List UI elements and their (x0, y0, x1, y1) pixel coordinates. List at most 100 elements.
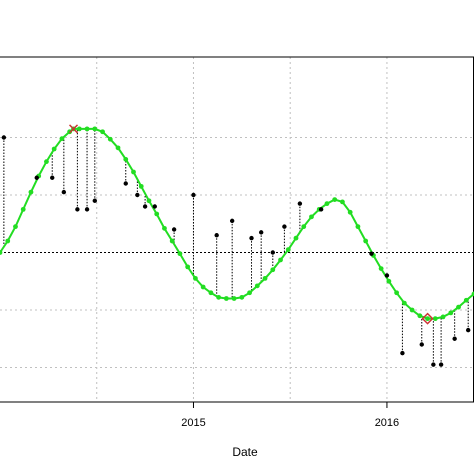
x-tick-label: 2016 (375, 417, 399, 429)
fitted-point (169, 238, 175, 244)
observed-point (84, 207, 90, 212)
grid-lines (0, 57, 474, 402)
fitted-point (239, 294, 245, 300)
observed-point (465, 327, 471, 333)
fitted-point (401, 300, 407, 306)
observed-point (75, 207, 80, 212)
fitted-point (231, 296, 237, 301)
observed-point (92, 198, 98, 203)
maximum-marker-stroke (68, 124, 79, 134)
residual-segments (3, 128, 469, 365)
fitted-point (432, 316, 438, 322)
maximum-marker (68, 124, 79, 134)
fitted-point (216, 294, 222, 300)
fitted-point (347, 209, 353, 215)
extreme-markers (68, 124, 434, 325)
fitted-point (123, 156, 129, 162)
observed-point (171, 227, 177, 232)
fitted-point (100, 129, 105, 135)
fitted-point (340, 199, 345, 205)
observed-point (34, 175, 39, 180)
fitted-point (262, 275, 268, 281)
fitted-point (84, 126, 90, 132)
fitted-point (332, 197, 338, 203)
fitted-point (386, 278, 392, 284)
observed-point (438, 362, 444, 367)
fitted-point (5, 238, 11, 244)
observed-point (282, 224, 287, 229)
observed-point (229, 218, 235, 224)
fitted-point (193, 275, 198, 281)
fitted-point (20, 206, 26, 212)
fitted-point (394, 290, 400, 296)
fitted-point (92, 126, 98, 132)
fitted-point (59, 136, 65, 142)
fitted-point (309, 214, 314, 220)
fitted-point (247, 290, 252, 296)
plot-frame (0, 56, 474, 403)
observed-point (249, 235, 254, 241)
observed-point (419, 342, 424, 347)
fitted-point (223, 296, 229, 301)
fitted-point (285, 247, 291, 253)
fitted-point (44, 159, 49, 165)
observed-point (50, 175, 55, 180)
fitted-point (293, 235, 299, 241)
fitted-point (471, 291, 474, 297)
x-tick-label: 2015 (181, 417, 205, 429)
fitted-point (378, 266, 384, 271)
fitted-point (440, 314, 446, 320)
fitted-point (200, 284, 206, 290)
observed-point (431, 362, 436, 367)
fitted-point (13, 224, 18, 230)
fitted-line (0, 127, 474, 320)
observed-point (369, 251, 374, 256)
fitted-point (154, 211, 160, 217)
observed-point (61, 189, 67, 195)
x-axis-title: Date (232, 445, 258, 459)
fitted-point (301, 224, 307, 230)
fitted-point (254, 283, 260, 289)
fitted-point (28, 189, 34, 195)
observed-point (452, 336, 457, 341)
observed-point (318, 207, 324, 212)
observed-point (191, 192, 196, 198)
fitted-point (51, 146, 57, 152)
fitted-point (409, 307, 415, 313)
fitted-point (131, 169, 136, 175)
observed-point (123, 181, 128, 186)
fitted-point (417, 313, 423, 319)
fitted-point (425, 316, 430, 322)
fitted-point (463, 297, 469, 303)
fitted-point (177, 251, 183, 257)
observed-point (1, 135, 7, 140)
observed-point (384, 273, 390, 278)
fitted-point (185, 264, 191, 270)
observed-point (152, 204, 157, 209)
fitted-point (107, 136, 113, 142)
fitted-point (76, 126, 82, 132)
fitted-point (355, 224, 361, 230)
fitted-point (162, 225, 167, 231)
observed-series (1, 135, 471, 367)
fitted-point (138, 183, 144, 189)
fitted-point (146, 198, 152, 204)
observed-point (297, 201, 303, 206)
observed-point (258, 230, 264, 235)
fitted-series (0, 126, 474, 322)
observed-point (214, 233, 219, 238)
observed-point (270, 250, 275, 255)
fitted-point (456, 304, 461, 310)
minimum-marker (421, 312, 434, 325)
fitted-point (324, 201, 330, 207)
observed-point (135, 192, 140, 198)
fitted-point (0, 250, 3, 255)
fitted-point (270, 267, 276, 273)
fitted-point (448, 310, 454, 316)
fitted-point (278, 257, 283, 263)
x-axis: 2015 2016 (181, 402, 399, 429)
fitted-point (115, 145, 121, 151)
observed-point (400, 350, 405, 356)
fitted-point (363, 238, 369, 244)
